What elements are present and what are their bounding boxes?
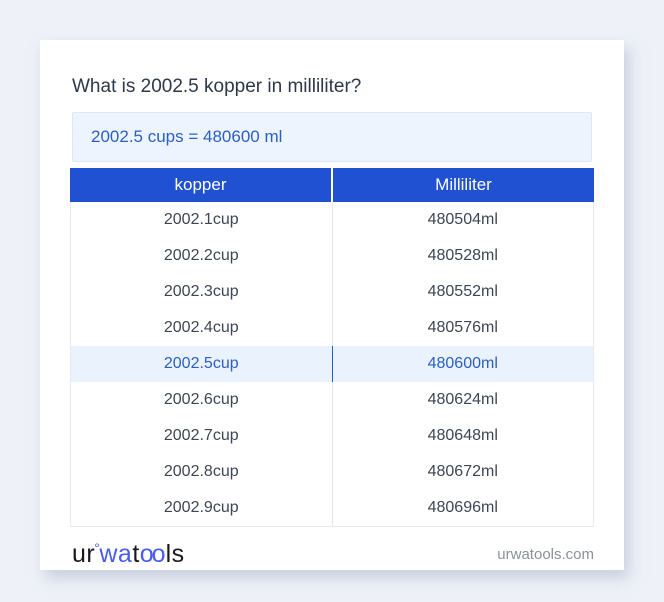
kopper-cell: 2002.1cup [71, 202, 333, 238]
table-header-row: kopper Milliliter [70, 168, 594, 202]
table-row: 2002.1cup 480504ml [71, 202, 593, 238]
logo-text-t: t [132, 540, 140, 568]
table-body: 2002.1cup 480504ml 2002.2cup 480528ml 2002.3… [70, 202, 594, 527]
table-row: 2002.3cup 480552ml [71, 274, 593, 310]
logo-text-ur: ur [72, 540, 96, 568]
milliliter-cell: 480528ml [427, 247, 498, 264]
table-row: 2002.8cup 480672ml [71, 454, 593, 490]
table-row: 2002.7cup 480648ml [71, 418, 593, 454]
page-title: What is 2002.5 kopper in milliliter? [72, 76, 362, 97]
column-header-milliliter: Milliliter [435, 175, 492, 194]
kopper-cell: 2002.6cup [71, 382, 333, 418]
table-row: 2002.6cup 480624ml [71, 382, 593, 418]
site-domain: urwatools.com [497, 545, 594, 563]
logo-text-wa: wa [99, 540, 133, 568]
table-row: 2002.9cup 480696ml [71, 490, 593, 526]
answer-text: 2002.5 cups = 480600 ml [91, 127, 283, 146]
kopper-cell: 2002.5cup [71, 346, 333, 382]
logo-text-oo: oo [139, 540, 166, 568]
card-footer: ur°watools urwatools.com [72, 536, 594, 572]
milliliter-cell: 480600ml [427, 355, 498, 372]
table-row-highlighted: 2002.5cup 480600ml [71, 346, 593, 382]
kopper-cell: 2002.7cup [71, 418, 333, 454]
milliliter-cell: 480624ml [427, 391, 498, 408]
column-header-kopper: kopper [70, 168, 333, 202]
conversion-table: kopper Milliliter 2002.1cup 480504ml 2002.… [70, 168, 594, 527]
kopper-cell: 2002.2cup [71, 238, 333, 274]
converter-card: What is 2002.5 kopper in milliliter? 200… [40, 40, 624, 570]
answer-box: 2002.5 cups = 480600 ml [72, 112, 592, 162]
table-row: 2002.4cup 480576ml [71, 310, 593, 346]
urwatools-logo[interactable]: ur°watools [72, 540, 185, 568]
kopper-cell: 2002.4cup [71, 310, 333, 346]
milliliter-cell: 480672ml [427, 463, 498, 480]
milliliter-cell: 480696ml [427, 499, 498, 516]
kopper-cell: 2002.8cup [71, 454, 333, 490]
kopper-cell: 2002.9cup [71, 490, 333, 526]
milliliter-cell: 480552ml [427, 283, 498, 300]
table-row: 2002.2cup 480528ml [71, 238, 593, 274]
milliliter-cell: 480576ml [427, 319, 498, 336]
milliliter-cell: 480504ml [427, 211, 498, 228]
logo-degree-icon: ° [94, 539, 101, 556]
kopper-cell: 2002.3cup [71, 274, 333, 310]
logo-text-ls: ls [165, 540, 185, 568]
milliliter-cell: 480648ml [427, 427, 498, 444]
